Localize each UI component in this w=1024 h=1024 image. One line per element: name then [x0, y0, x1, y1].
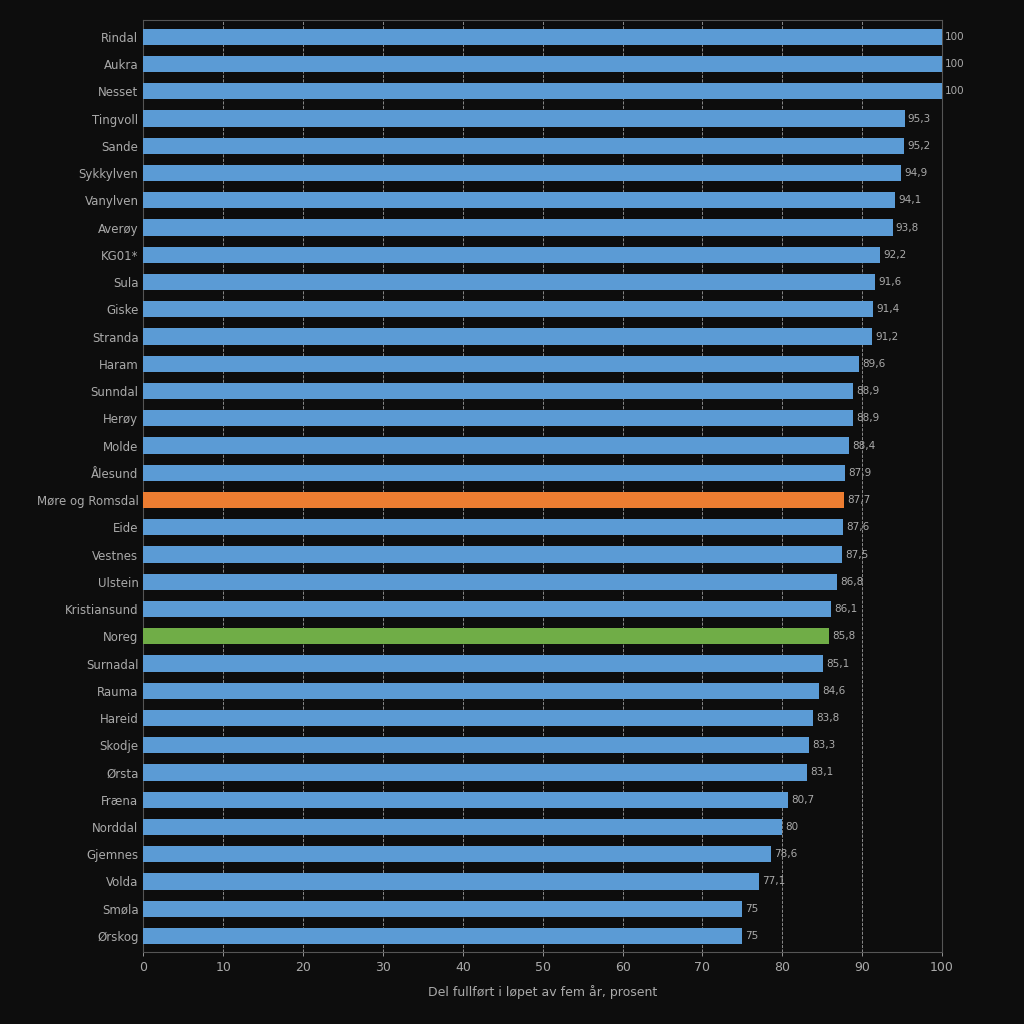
- Bar: [143, 683, 819, 699]
- Bar: [143, 329, 871, 345]
- Bar: [143, 193, 895, 209]
- Bar: [143, 410, 853, 426]
- Text: 75: 75: [745, 904, 759, 913]
- Bar: [143, 710, 813, 726]
- Bar: [143, 111, 904, 127]
- Text: 95,3: 95,3: [907, 114, 931, 124]
- Text: 88,9: 88,9: [857, 386, 880, 396]
- Bar: [143, 519, 843, 536]
- Text: 88,4: 88,4: [853, 440, 876, 451]
- Bar: [143, 792, 787, 808]
- Bar: [143, 764, 807, 780]
- Bar: [143, 846, 771, 862]
- Bar: [143, 547, 842, 563]
- Bar: [143, 601, 831, 617]
- Text: 88,9: 88,9: [857, 414, 880, 423]
- Bar: [143, 655, 823, 672]
- Text: 91,4: 91,4: [877, 304, 900, 314]
- Bar: [143, 247, 880, 263]
- Bar: [143, 383, 853, 399]
- Text: 92,2: 92,2: [883, 250, 906, 260]
- Bar: [143, 273, 874, 290]
- Text: 87,6: 87,6: [846, 522, 869, 532]
- Text: 89,6: 89,6: [862, 358, 886, 369]
- Bar: [143, 29, 942, 45]
- Text: 94,1: 94,1: [898, 196, 922, 205]
- Text: 84,6: 84,6: [822, 686, 846, 695]
- Text: 85,8: 85,8: [831, 631, 855, 641]
- Text: 77,1: 77,1: [762, 877, 785, 887]
- Text: 86,8: 86,8: [840, 577, 863, 587]
- Text: 93,8: 93,8: [896, 222, 919, 232]
- Bar: [143, 873, 759, 890]
- Bar: [143, 819, 782, 836]
- Bar: [143, 492, 844, 508]
- Text: 100: 100: [945, 86, 965, 96]
- Bar: [143, 465, 846, 481]
- Bar: [143, 137, 904, 154]
- Bar: [143, 900, 742, 916]
- Text: 91,6: 91,6: [879, 278, 901, 287]
- Text: 94,9: 94,9: [904, 168, 928, 178]
- Text: 80,7: 80,7: [792, 795, 814, 805]
- Bar: [143, 928, 742, 944]
- Text: 87,9: 87,9: [849, 468, 871, 478]
- Text: 100: 100: [945, 32, 965, 42]
- Bar: [143, 437, 850, 454]
- Bar: [143, 165, 901, 181]
- Text: 85,1: 85,1: [826, 658, 850, 669]
- Text: 80: 80: [785, 822, 799, 831]
- Bar: [143, 573, 837, 590]
- Text: 75: 75: [745, 931, 759, 941]
- Text: 83,3: 83,3: [812, 740, 836, 751]
- Bar: [143, 737, 809, 754]
- Text: 91,2: 91,2: [874, 332, 898, 342]
- Bar: [143, 355, 859, 372]
- Bar: [143, 56, 942, 73]
- Text: 95,2: 95,2: [907, 141, 930, 151]
- Bar: [143, 628, 828, 644]
- Bar: [143, 219, 893, 236]
- Text: 87,5: 87,5: [846, 550, 868, 559]
- Bar: [143, 83, 942, 99]
- Text: 83,1: 83,1: [810, 768, 834, 777]
- Text: 78,6: 78,6: [774, 849, 798, 859]
- Text: 86,1: 86,1: [835, 604, 857, 614]
- Text: 100: 100: [945, 59, 965, 69]
- Text: 83,8: 83,8: [816, 713, 839, 723]
- Text: 87,7: 87,7: [847, 495, 870, 505]
- Bar: [143, 301, 873, 317]
- X-axis label: Del fullført i løpet av fem år, prosent: Del fullført i løpet av fem år, prosent: [428, 985, 657, 999]
